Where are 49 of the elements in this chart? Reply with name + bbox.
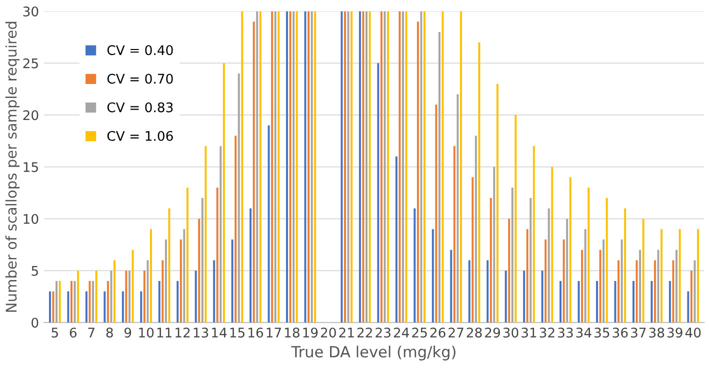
x-tick-label: 16 <box>248 328 264 338</box>
x-tick-label: 33 <box>558 328 573 338</box>
x-tick-label: 7 <box>88 328 94 338</box>
x-tick-label: 32 <box>540 328 554 338</box>
x-tick-label: 40 <box>685 328 701 338</box>
x-tick-label: 25 <box>412 328 427 338</box>
x-tick-label: 13 <box>194 328 208 338</box>
x-tick-label: 34 <box>576 328 592 338</box>
x-tick-label: 18 <box>285 328 300 338</box>
x-tick-label: 12 <box>176 328 190 338</box>
x-tick-label: 23 <box>376 328 390 338</box>
x-tick-label: 22 <box>357 328 372 338</box>
legend-label: CV = 0.83 <box>107 102 173 112</box>
y-tick-label: 15 <box>24 162 38 172</box>
x-tick-label: 27 <box>448 328 464 338</box>
x-tick-label: 31 <box>522 328 536 338</box>
x-tick-label: 17 <box>266 328 281 338</box>
x-tick-label: 19 <box>303 328 318 338</box>
y-tick-label: 5 <box>32 266 38 276</box>
legend-label: CV = 1.06 <box>107 130 173 141</box>
y-tick-label: 25 <box>23 58 38 68</box>
y-tick-label: 30 <box>23 6 38 16</box>
y-tick-label: 20 <box>23 110 38 120</box>
y-tick-label: 0 <box>32 318 38 328</box>
x-tick-label: 38 <box>649 328 664 338</box>
x-tick-label: 21 <box>339 328 354 338</box>
x-tick-label: 35 <box>594 328 610 338</box>
x-tick-label: 10 <box>139 328 154 338</box>
x-axis-title: True DA level (mg/kg) <box>291 346 456 360</box>
y-axis-title: Number of scallops per sample required <box>5 22 20 312</box>
x-tick-label: 29 <box>485 328 500 338</box>
x-tick-label: 11 <box>157 328 172 338</box>
x-tick-label: 39 <box>667 328 682 338</box>
x-tick-label: 6 <box>70 328 76 338</box>
x-tick-label: 28 <box>466 328 482 338</box>
x-tick-label: 30 <box>503 328 518 338</box>
x-tick-label: 26 <box>430 328 446 338</box>
x-tick-label: 8 <box>106 328 113 338</box>
x-tick-label: 24 <box>394 328 410 338</box>
y-tick-label: 10 <box>24 214 38 224</box>
x-tick-label: 14 <box>212 328 227 338</box>
x-tick-label: 5 <box>52 328 58 338</box>
legend-label: CV = 0.70 <box>107 74 173 84</box>
x-tick-label: 37 <box>631 328 646 338</box>
x-tick-label: 15 <box>230 328 244 338</box>
x-tick-label: 36 <box>612 328 628 338</box>
x-tick-label: 20 <box>320 328 336 338</box>
x-tick-label: 9 <box>124 328 132 338</box>
legend-label: CV = 0.40 <box>107 45 173 56</box>
